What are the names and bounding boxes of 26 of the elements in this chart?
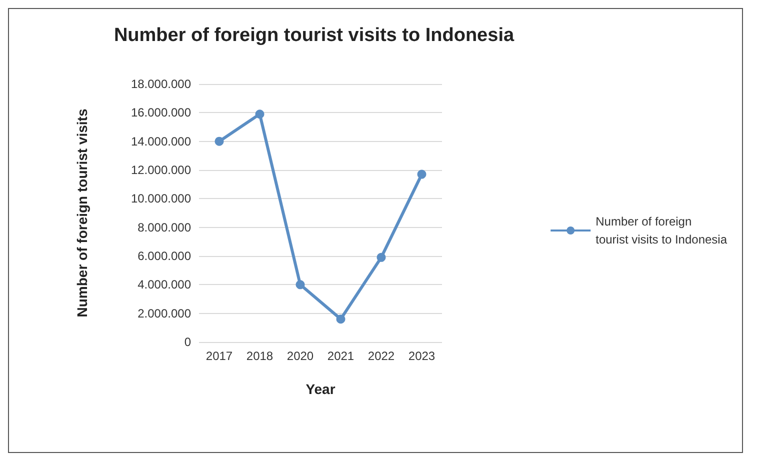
y-tick-label: 10.000.000 (130, 192, 192, 206)
y-tick-label: 6.000.000 (138, 249, 192, 263)
x-tick-label: 2021 (327, 349, 354, 363)
y-tick-label: 0 (184, 335, 192, 349)
point (296, 280, 305, 290)
point (214, 136, 224, 146)
y-tick-label: 8.000.000 (138, 220, 192, 234)
legend-label: Number of foreign tourist visits to Indonesia (596, 214, 728, 246)
x-tick-label: 2020 (286, 349, 314, 363)
chart-title: Number of foreign tourist visits to Indonesia (114, 25, 514, 46)
y-tick-label: 16.000.000 (130, 106, 192, 120)
y-tick-label: 2.000.000 (138, 306, 192, 320)
y-tick-label: 12.000.000 (130, 163, 192, 177)
x-tick-label: 2018 (246, 349, 274, 363)
point (376, 252, 386, 262)
x-tick-label: 2022 (368, 349, 395, 363)
y-tick-label: 4.000.000 (138, 278, 192, 292)
point (417, 170, 426, 179)
x-tick-label: 2017 (206, 349, 233, 363)
y-axis-title: Number of foreign tourist visits (74, 108, 90, 318)
y-tick-label: 18.000.000 (130, 77, 192, 91)
y-tick-label: 14.000.000 (130, 134, 192, 148)
x-tick-label: 2023 (408, 349, 436, 363)
x-axis-title: Year (306, 381, 336, 397)
point (336, 314, 346, 324)
point (255, 110, 264, 119)
